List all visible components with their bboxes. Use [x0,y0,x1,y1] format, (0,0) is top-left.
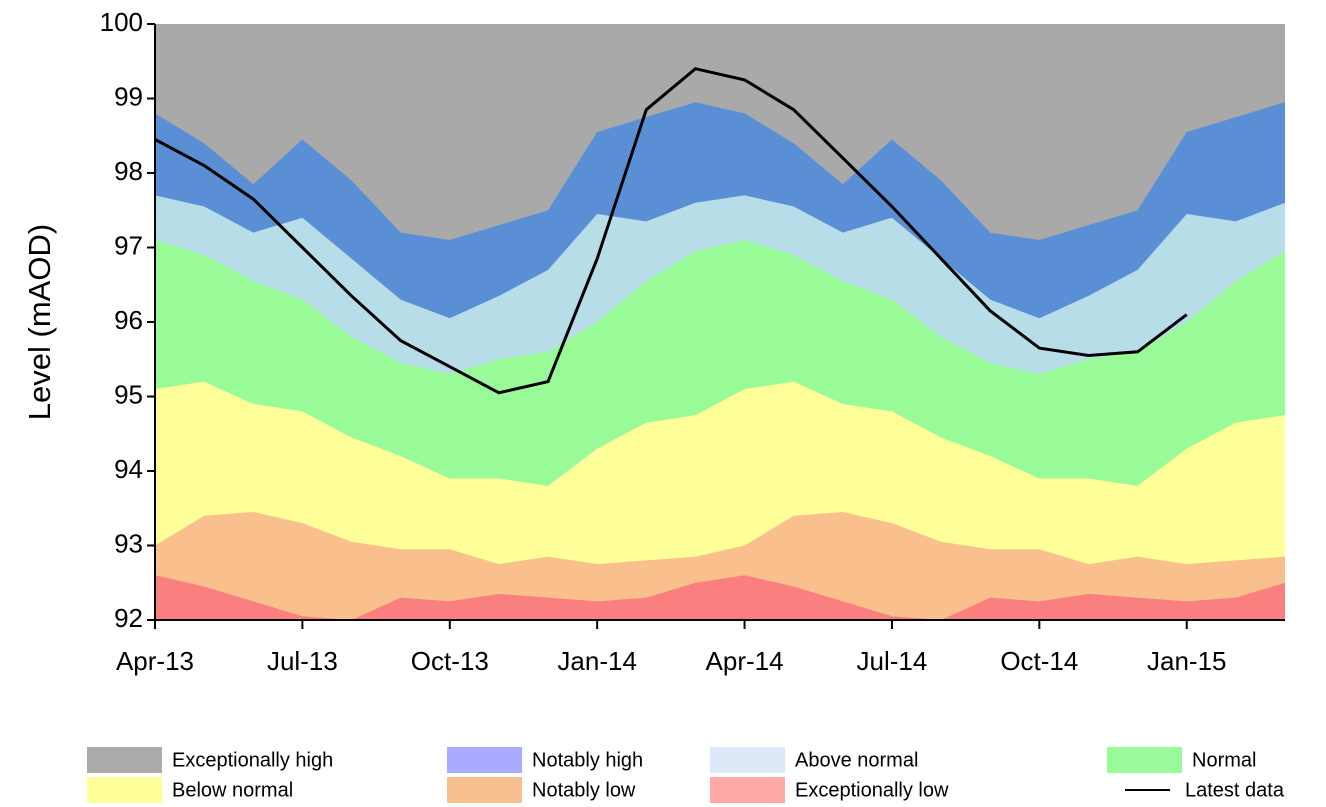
x-tick-label: Oct-14 [1000,646,1078,676]
legend-swatch [1107,747,1182,773]
y-tick-label: 92 [114,603,143,633]
legend-label: Above normal [795,749,918,771]
y-tick-label: 97 [114,230,143,260]
y-tick-label: 95 [114,379,143,409]
legend-swatch [710,747,785,773]
band [155,511,1285,620]
legend-label: Exceptionally low [795,779,949,801]
y-tick-label: 94 [114,454,143,484]
legend-swatch [710,777,785,803]
x-tick-label: Oct-13 [411,646,489,676]
legend-swatch [447,777,522,803]
y-tick-label: 100 [100,7,143,37]
x-tick-label: Jul-14 [857,646,928,676]
y-tick-label: 96 [114,305,143,335]
x-tick-label: Apr-13 [116,646,194,676]
legend-label: Notably high [532,749,643,771]
data-line [154,67,1188,395]
band [155,575,1285,620]
x-tick-label: Jan-14 [557,646,637,676]
legend-swatch [87,747,162,773]
x-tick-label: Jan-15 [1147,646,1227,676]
y-tick-label: 99 [114,81,143,111]
y-tick-label: 93 [114,528,143,558]
y-tick-label: 98 [114,156,143,186]
x-tick-label: Apr-14 [706,646,784,676]
legend-label: Notably low [532,779,636,801]
legend-label: Exceptionally high [172,749,333,771]
legend-swatch [87,777,162,803]
legend-label: Normal [1192,749,1256,771]
x-tick-label: Jul-13 [267,646,338,676]
legend-swatch [447,747,522,773]
legend-label: Latest data [1185,779,1285,801]
legend-label: Below normal [172,779,293,801]
y-axis-label: Level (mAOD) [22,224,57,420]
